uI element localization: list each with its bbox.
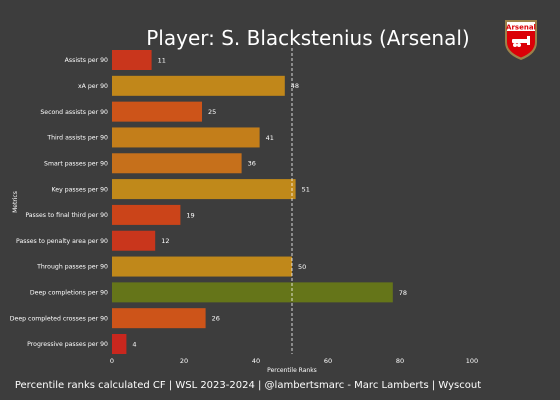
bar [112, 153, 242, 174]
category-label: xA per 90 [78, 83, 108, 90]
x-tick-label: 100 [466, 357, 478, 365]
bar [112, 256, 292, 277]
category-label: Second assists per 90 [40, 109, 108, 116]
value-label: 4 [132, 340, 136, 348]
bar [112, 308, 206, 329]
value-label: 50 [298, 263, 306, 271]
x-axis-label: Percentile Ranks [267, 367, 317, 374]
category-label: Progressive passes per 90 [27, 341, 108, 348]
value-label: 36 [248, 160, 256, 168]
value-label: 51 [302, 185, 310, 193]
y-axis-label: Metrics [12, 191, 19, 213]
category-label: Passes to penalty area per 90 [16, 238, 108, 245]
value-label: 48 [291, 82, 299, 90]
category-label: Passes to final third per 90 [25, 212, 108, 219]
category-label: Assists per 90 [65, 57, 108, 64]
bar [112, 101, 202, 122]
bar [112, 179, 296, 200]
chart-title: Player: S. Blackstenius (Arsenal) [146, 26, 469, 50]
value-label: 41 [266, 134, 274, 142]
x-tick-label: 60 [324, 357, 332, 365]
value-label: 78 [399, 289, 407, 297]
category-label: Smart passes per 90 [44, 160, 108, 167]
bar [112, 230, 156, 251]
category-label: Through passes per 90 [36, 264, 108, 271]
x-tick-label: 0 [110, 357, 114, 365]
category-label: Deep completed crosses per 90 [10, 315, 108, 322]
bar [112, 282, 393, 303]
x-tick-label: 40 [252, 357, 260, 365]
crest-label: Arsenal [506, 24, 536, 32]
value-label: 19 [186, 211, 194, 219]
bar [112, 75, 285, 96]
value-label: 11 [158, 56, 166, 64]
footer-credit: Percentile ranks calculated CF | WSL 202… [15, 380, 481, 391]
plot-area: Assists per 90 11 xA per 90 48 Second assist… [10, 48, 478, 365]
bar [112, 50, 152, 70]
bar [112, 334, 127, 354]
bar [112, 204, 181, 225]
x-tick-label: 80 [396, 357, 404, 365]
x-tick-label: 20 [180, 357, 188, 365]
category-label: Deep completions per 90 [30, 290, 108, 297]
value-label: 26 [212, 315, 220, 323]
value-label: 25 [208, 108, 216, 116]
bar [112, 127, 260, 148]
value-label: 12 [161, 237, 169, 245]
category-label: Third assists per 90 [46, 135, 108, 142]
arsenal-crest-icon: Arsenal [505, 20, 537, 60]
category-label: Key passes per 90 [52, 186, 109, 193]
